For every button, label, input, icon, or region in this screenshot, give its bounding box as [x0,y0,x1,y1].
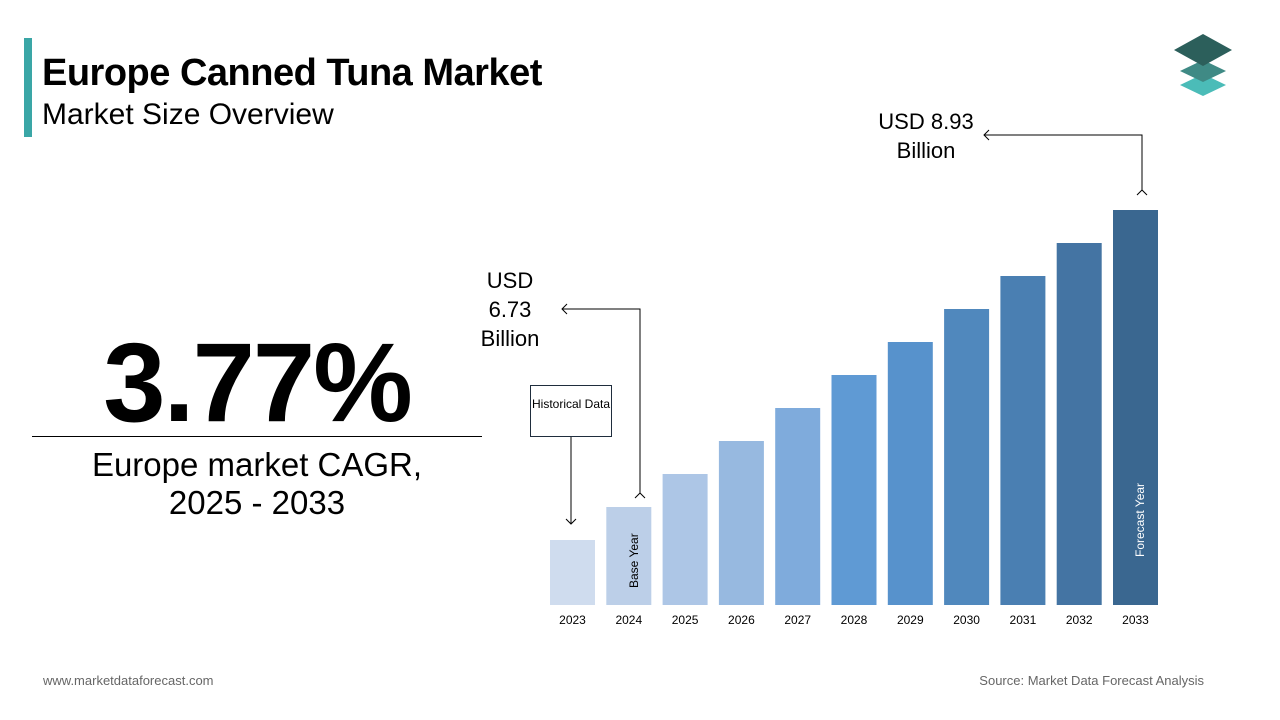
base-year-label: Base Year [627,533,641,588]
annotation-start-line3: Billion [480,326,540,351]
cagr-label: Europe market CAGR, 2025 - 2033 [32,446,482,522]
arrow-start [561,303,646,499]
bar-2025 [662,474,708,605]
x-tick-label: 2023 [559,613,586,627]
bar-2033 [1113,210,1158,605]
bar-2029 [887,342,933,605]
x-tick-label: 2028 [841,613,868,627]
x-tick-label: 2024 [615,613,642,627]
bar-2030 [944,309,990,605]
x-tick-label: 2033 [1122,613,1149,627]
bar-2028 [831,375,877,605]
bar-2024 [606,507,652,605]
cagr-label-line2: 2025 - 2033 [168,484,346,521]
x-tick-label: 2031 [1010,613,1037,627]
source-note: Source: Market Data Forecast Analysis [979,673,1204,688]
x-tick-label: 2032 [1066,613,1093,627]
annotation-start-line2: 6.73 [488,297,532,322]
arrow-end [983,129,1148,196]
annotation-end-line1: USD 8.93 [878,109,974,134]
x-tick-label: 2030 [953,613,980,627]
logo-icon [1174,34,1232,96]
annotation-end-line2: Billion [896,138,956,163]
bar-2027 [775,408,821,605]
page-subtitle: Market Size Overview [42,98,334,131]
x-tick-label: 2025 [672,613,699,627]
bar-2026 [718,441,764,605]
title-accent-bar [24,38,32,137]
bar-2032 [1056,243,1102,605]
x-tick-label: 2029 [897,613,924,627]
annotation-start: USD 6.73 Billion [470,266,550,353]
website-url: www.marketdataforecast.com [43,673,214,688]
annotation-end: USD 8.93 Billion [866,107,986,165]
historical-data-box: Historical Data [530,385,612,437]
divider [32,436,482,437]
page-title: Europe Canned Tuna Market [42,52,542,94]
cagr-label-line1: Europe market CAGR, [91,446,423,483]
annotation-start-line1: USD [486,268,534,293]
bar-2023 [550,540,595,605]
x-tick-label: 2027 [784,613,811,627]
bar-2031 [1000,276,1046,605]
cagr-value: 3.77% [103,320,413,445]
forecast-year-label: Forecast Year [1133,483,1147,557]
x-tick-label: 2026 [728,613,755,627]
